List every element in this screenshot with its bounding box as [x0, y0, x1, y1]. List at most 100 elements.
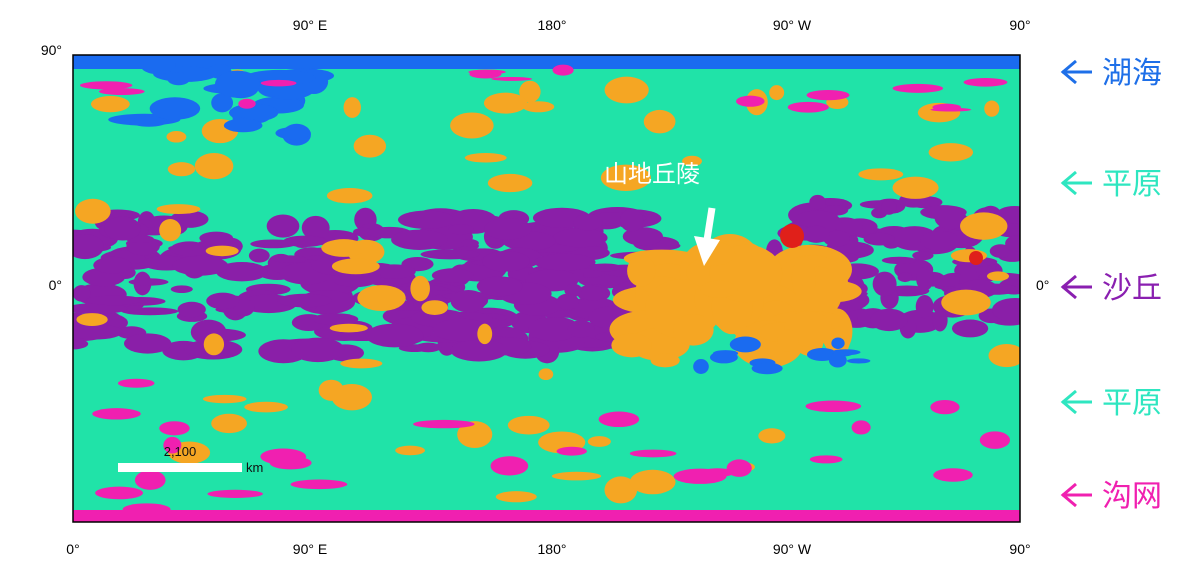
dune-region — [951, 319, 989, 338]
hummocky-region — [353, 134, 387, 158]
dune-region — [397, 210, 455, 229]
dune-region — [248, 248, 270, 263]
dune-region — [619, 209, 644, 232]
hummocky-region — [507, 415, 550, 435]
labyrinth-region — [629, 449, 677, 458]
hummocky-region — [495, 491, 537, 503]
lake-region — [243, 69, 316, 86]
dune-region — [552, 228, 608, 248]
bottom-label: 90° W — [773, 541, 812, 557]
lake-region — [130, 116, 168, 127]
legend-arrowhead — [1060, 482, 1077, 508]
hummocky-region — [604, 76, 649, 104]
hummocky-region — [159, 218, 182, 242]
hummocky-region — [450, 112, 494, 139]
dune-region — [934, 206, 967, 230]
lake-region — [846, 358, 871, 364]
labyrinth-region — [207, 489, 263, 498]
labyrinth-region — [80, 81, 133, 90]
bottom-label: 0° — [66, 541, 79, 557]
lake-region — [712, 350, 739, 357]
labyrinth-region — [290, 479, 348, 490]
dune-region — [872, 271, 897, 297]
bottom-label: 90° — [1009, 541, 1030, 557]
hummocky-region — [457, 421, 493, 449]
labyrinth-region — [979, 431, 1010, 449]
dune-region — [186, 343, 208, 355]
hummocky-region — [629, 469, 676, 495]
hummocky-region — [777, 329, 799, 352]
hummocky-region — [331, 258, 380, 275]
legend-arrowhead — [1060, 274, 1077, 300]
dune-region — [372, 264, 416, 279]
right-label: 0° — [1036, 277, 1049, 293]
lake-region — [751, 362, 783, 375]
hummocky-region — [487, 173, 533, 193]
annotation-text: 山地丘陵 — [604, 160, 700, 188]
dune-region — [989, 244, 1012, 258]
dune-region — [802, 225, 830, 243]
dune-region — [179, 211, 204, 228]
hummocky-region — [611, 333, 652, 358]
hummocky-region — [604, 476, 638, 504]
annotation: 山地丘陵 — [604, 160, 720, 266]
labyrinth-region — [159, 421, 190, 436]
dune-region — [420, 249, 480, 260]
hummocky-region — [477, 323, 493, 345]
hummocky-region — [600, 164, 651, 192]
labyrinth-region — [787, 101, 829, 113]
hummocky-region — [519, 80, 541, 103]
left-label: 0° — [49, 277, 62, 293]
dune-region — [809, 194, 826, 210]
hummocky-region — [202, 394, 247, 404]
hummocky-region — [643, 109, 676, 134]
labyrinth-region — [134, 470, 166, 490]
dune-region — [448, 224, 474, 235]
dune-region — [534, 253, 596, 271]
hummocky-region — [700, 280, 738, 298]
legend-arrowhead — [1060, 170, 1077, 196]
lake-region — [275, 126, 311, 140]
dune-region — [312, 313, 359, 326]
dune-region — [73, 338, 89, 350]
hummocky-region — [166, 131, 187, 143]
crater — [780, 224, 804, 248]
top-label: 90° W — [773, 17, 812, 33]
map-frame — [72, 54, 1021, 523]
hummocky-region — [538, 368, 554, 381]
dune-region — [622, 227, 664, 246]
hummocky-region — [357, 285, 406, 312]
top-label: 180° — [538, 17, 567, 33]
dune-region — [588, 263, 623, 272]
dune-region — [484, 217, 532, 240]
hummocky-region — [410, 275, 430, 302]
dune-region — [73, 285, 91, 302]
dune-region — [301, 215, 330, 240]
annotation-arrow — [703, 207, 716, 241]
dune-region — [916, 266, 934, 291]
labyrinth-region — [469, 69, 502, 79]
legend-label: 湖海 — [1102, 56, 1162, 91]
lake-region — [729, 336, 761, 353]
labyrinth-region — [92, 408, 141, 420]
dune-region — [528, 316, 580, 342]
dune-region — [266, 214, 300, 238]
hummocky-region — [321, 239, 367, 257]
labyrinth-region — [809, 455, 843, 464]
dune-region — [567, 320, 595, 338]
dune-region — [93, 256, 132, 274]
dune-region — [450, 339, 508, 362]
labyrinth-region — [806, 89, 850, 101]
legend-label: 平原 — [1102, 167, 1162, 202]
legend-label: 沙丘 — [1102, 271, 1162, 306]
labyrinth-region — [963, 77, 1008, 87]
labyrinth-region — [413, 419, 475, 429]
labyrinth-region — [122, 503, 171, 516]
top-label: 90° — [1009, 17, 1030, 33]
dune-region — [73, 234, 104, 260]
legend-arrowhead — [1060, 59, 1077, 85]
dune-region — [250, 239, 296, 249]
dune-region — [431, 268, 474, 283]
labyrinth-region — [117, 378, 155, 388]
